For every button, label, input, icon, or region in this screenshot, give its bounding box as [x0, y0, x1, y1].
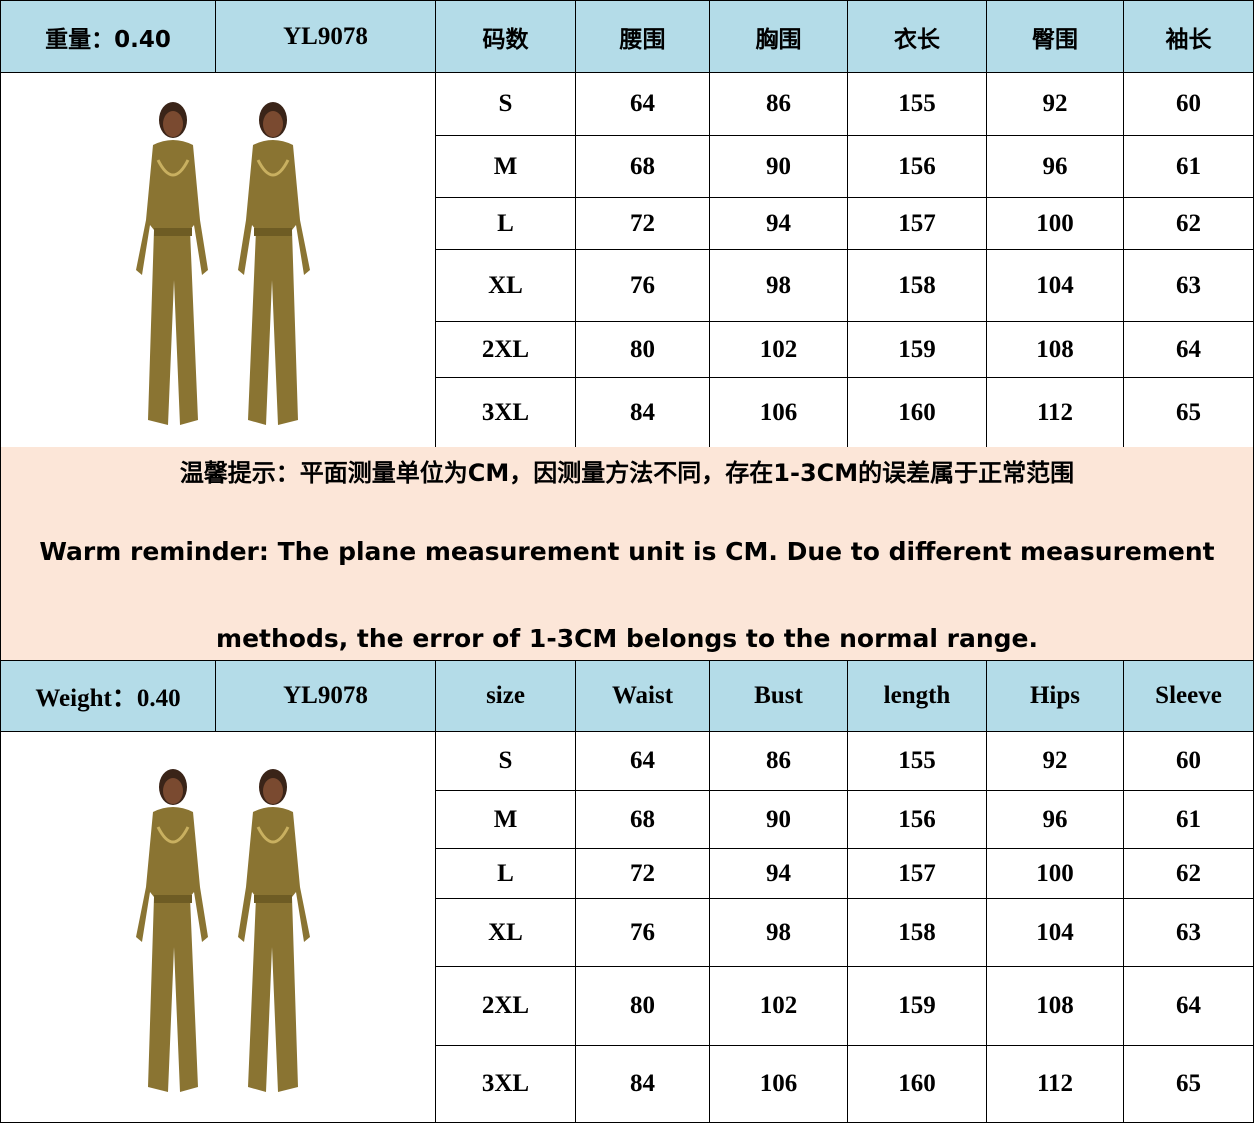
- size-table-chinese: 重量：0.40 YL9078 码数 腰围 胸围 衣长 臀围 袖长 S 64 86 155 92 60 M 6…: [0, 0, 1254, 448]
- header-cell: 码数: [436, 1, 576, 73]
- measurement-cell: 160: [848, 1046, 987, 1123]
- measurement-cell: 104: [987, 899, 1124, 967]
- measurement-cell: 158: [848, 899, 987, 967]
- header-cell: size: [436, 661, 576, 732]
- measurement-cell: 80: [576, 322, 710, 378]
- measurement-cell: 156: [848, 791, 987, 849]
- measurement-cell: 155: [848, 73, 987, 136]
- size-cell: S: [436, 732, 576, 791]
- size-cell: 2XL: [436, 322, 576, 378]
- measurement-cell: 86: [710, 732, 848, 791]
- measurement-cell: 98: [710, 899, 848, 967]
- measurement-cell: 86: [710, 73, 848, 136]
- measurement-cell: 100: [987, 849, 1124, 899]
- measurement-cell: 60: [1124, 73, 1254, 136]
- header-cell: Waist: [576, 661, 710, 732]
- reminder-chinese: 温馨提示：平面测量单位为CM，因测量方法不同，存在1-3CM的误差属于正常范围: [179, 459, 1075, 487]
- measurement-cell: 94: [710, 849, 848, 899]
- measurement-cell: 90: [710, 791, 848, 849]
- header-cell: 袖长: [1124, 1, 1254, 73]
- measurement-cell: 64: [576, 732, 710, 791]
- size-cell: L: [436, 198, 576, 250]
- model-photo: [136, 102, 310, 425]
- size-table-english: Weight：0.40 YL9078 size Waist Bust length Hips…: [0, 660, 1254, 1123]
- measurement-cell: 76: [576, 250, 710, 322]
- measurement-cell: 156: [848, 136, 987, 198]
- measurement-reminder: 温馨提示：平面测量单位为CM，因测量方法不同，存在1-3CM的误差属于正常范围 …: [0, 447, 1254, 660]
- measurement-cell: 102: [710, 322, 848, 378]
- measurement-cell: 61: [1124, 791, 1254, 849]
- measurement-cell: 80: [576, 967, 710, 1046]
- measurement-cell: 94: [710, 198, 848, 250]
- measurement-cell: 157: [848, 198, 987, 250]
- measurement-cell: 63: [1124, 250, 1254, 322]
- measurement-cell: 90: [710, 136, 848, 198]
- size-cell: XL: [436, 899, 576, 967]
- measurement-cell: 64: [1124, 967, 1254, 1046]
- header-cell: 衣长: [848, 1, 987, 73]
- header-cell: YL9078: [216, 1, 436, 73]
- measurement-cell: 108: [987, 967, 1124, 1046]
- measurement-cell: 92: [987, 73, 1124, 136]
- measurement-cell: 72: [576, 849, 710, 899]
- size-cell: 3XL: [436, 1046, 576, 1123]
- size-cell: M: [436, 791, 576, 849]
- header-cell: 重量：0.40: [1, 1, 216, 73]
- measurement-cell: 96: [987, 136, 1124, 198]
- measurement-cell: 68: [576, 791, 710, 849]
- header-cell: Bust: [710, 661, 848, 732]
- reminder-english-line2: methods, the error of 1-3CM belongs to t…: [216, 624, 1038, 653]
- product-image: [1, 732, 436, 1123]
- measurement-cell: 64: [1124, 322, 1254, 378]
- measurement-cell: 60: [1124, 732, 1254, 791]
- measurement-cell: 160: [848, 378, 987, 448]
- header-cell: Weight：0.40: [1, 661, 216, 732]
- measurement-cell: 157: [848, 849, 987, 899]
- measurement-cell: 104: [987, 250, 1124, 322]
- measurement-cell: 62: [1124, 849, 1254, 899]
- measurement-cell: 84: [576, 1046, 710, 1123]
- header-cell: 腰围: [576, 1, 710, 73]
- product-image: [1, 73, 436, 448]
- header-cell: 臀围: [987, 1, 1124, 73]
- model-photo: [136, 769, 310, 1092]
- size-cell: L: [436, 849, 576, 899]
- measurement-cell: 102: [710, 967, 848, 1046]
- measurement-cell: 108: [987, 322, 1124, 378]
- measurement-cell: 100: [987, 198, 1124, 250]
- measurement-cell: 65: [1124, 378, 1254, 448]
- size-cell: M: [436, 136, 576, 198]
- measurement-cell: 98: [710, 250, 848, 322]
- size-cell: XL: [436, 250, 576, 322]
- header-cell: length: [848, 661, 987, 732]
- measurement-cell: 61: [1124, 136, 1254, 198]
- header-cell: Sleeve: [1124, 661, 1254, 732]
- measurement-cell: 68: [576, 136, 710, 198]
- header-cell: 胸围: [710, 1, 848, 73]
- measurement-cell: 72: [576, 198, 710, 250]
- measurement-cell: 96: [987, 791, 1124, 849]
- measurement-cell: 65: [1124, 1046, 1254, 1123]
- measurement-cell: 159: [848, 322, 987, 378]
- measurement-cell: 158: [848, 250, 987, 322]
- measurement-cell: 62: [1124, 198, 1254, 250]
- header-cell: Hips: [987, 661, 1124, 732]
- measurement-cell: 112: [987, 378, 1124, 448]
- reminder-english-line1: Warm reminder: The plane measurement uni…: [39, 537, 1215, 566]
- size-cell: 3XL: [436, 378, 576, 448]
- size-cell: S: [436, 73, 576, 136]
- measurement-cell: 64: [576, 73, 710, 136]
- measurement-cell: 63: [1124, 899, 1254, 967]
- header-cell: YL9078: [216, 661, 436, 732]
- size-cell: 2XL: [436, 967, 576, 1046]
- measurement-cell: 106: [710, 1046, 848, 1123]
- measurement-cell: 92: [987, 732, 1124, 791]
- measurement-cell: 76: [576, 899, 710, 967]
- measurement-cell: 159: [848, 967, 987, 1046]
- measurement-cell: 155: [848, 732, 987, 791]
- measurement-cell: 112: [987, 1046, 1124, 1123]
- measurement-cell: 84: [576, 378, 710, 448]
- measurement-cell: 106: [710, 378, 848, 448]
